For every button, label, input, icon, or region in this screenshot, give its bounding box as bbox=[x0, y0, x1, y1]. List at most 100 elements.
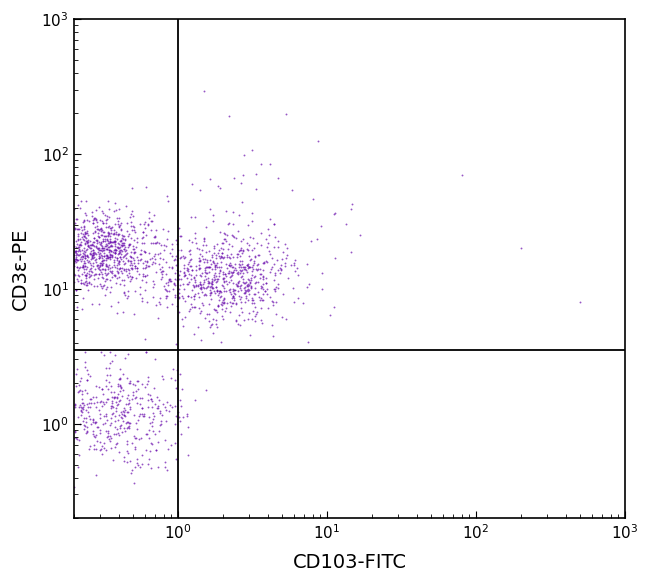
Point bbox=[105, 245, 115, 255]
Point bbox=[219, 298, 229, 307]
Point bbox=[66, 265, 77, 274]
Point bbox=[205, 204, 216, 213]
Point bbox=[136, 403, 147, 413]
Point bbox=[155, 420, 165, 429]
Point bbox=[88, 234, 99, 243]
Point bbox=[102, 254, 112, 263]
Point bbox=[122, 448, 133, 457]
Point bbox=[83, 369, 93, 378]
Point bbox=[41, 225, 51, 234]
Point bbox=[150, 250, 160, 259]
Point bbox=[216, 338, 226, 347]
Point bbox=[73, 234, 83, 243]
Point bbox=[126, 252, 136, 262]
Point bbox=[227, 267, 238, 276]
Point bbox=[213, 289, 224, 298]
Point bbox=[99, 290, 110, 300]
Point bbox=[262, 289, 272, 298]
Point bbox=[161, 405, 171, 415]
Point bbox=[244, 277, 255, 286]
Point bbox=[135, 255, 145, 265]
Point bbox=[112, 416, 123, 425]
Point bbox=[111, 273, 122, 283]
Point bbox=[113, 259, 124, 269]
Point bbox=[236, 262, 246, 272]
Point bbox=[99, 231, 109, 241]
Point bbox=[191, 282, 202, 291]
Point bbox=[80, 278, 90, 287]
Point bbox=[273, 173, 283, 182]
Point bbox=[144, 248, 155, 258]
Point bbox=[111, 406, 121, 416]
Point bbox=[76, 229, 86, 238]
Point bbox=[48, 273, 58, 282]
Point bbox=[135, 290, 146, 299]
Point bbox=[240, 286, 251, 295]
Point bbox=[216, 243, 226, 252]
Point bbox=[227, 278, 238, 287]
Point bbox=[252, 278, 263, 287]
Point bbox=[113, 243, 124, 252]
Point bbox=[244, 285, 254, 294]
Point bbox=[28, 214, 38, 223]
Point bbox=[92, 261, 102, 270]
Point bbox=[243, 262, 254, 272]
Point bbox=[248, 234, 258, 243]
Point bbox=[267, 262, 278, 272]
Point bbox=[189, 395, 200, 405]
Point bbox=[100, 245, 110, 254]
Point bbox=[157, 267, 167, 276]
Point bbox=[101, 284, 111, 293]
Point bbox=[62, 242, 72, 251]
Point bbox=[122, 264, 133, 273]
Point bbox=[203, 309, 214, 318]
Point bbox=[208, 257, 218, 266]
Point bbox=[203, 273, 213, 283]
Point bbox=[85, 240, 96, 250]
Point bbox=[168, 285, 178, 294]
Point bbox=[109, 236, 119, 245]
Point bbox=[142, 430, 153, 439]
Point bbox=[142, 257, 152, 266]
Point bbox=[127, 273, 137, 282]
Point bbox=[227, 262, 237, 271]
Point bbox=[155, 300, 165, 309]
Point bbox=[49, 263, 59, 272]
Point bbox=[67, 412, 77, 421]
Point bbox=[231, 315, 241, 325]
Point bbox=[237, 259, 247, 269]
Point bbox=[130, 444, 140, 454]
Point bbox=[228, 293, 239, 302]
Point bbox=[109, 237, 119, 247]
Point bbox=[155, 248, 166, 257]
Point bbox=[135, 462, 146, 472]
Point bbox=[83, 230, 93, 240]
Point bbox=[122, 250, 132, 259]
Point bbox=[226, 276, 236, 285]
Point bbox=[98, 243, 108, 252]
Point bbox=[130, 264, 140, 273]
Point bbox=[76, 410, 86, 420]
Point bbox=[151, 445, 161, 454]
Point bbox=[80, 208, 90, 217]
Point bbox=[101, 375, 112, 384]
Point bbox=[104, 238, 114, 247]
Point bbox=[13, 365, 23, 374]
Point bbox=[240, 285, 250, 294]
Point bbox=[60, 261, 70, 271]
Point bbox=[86, 266, 96, 276]
Point bbox=[98, 245, 109, 255]
Point bbox=[88, 218, 98, 227]
Point bbox=[77, 251, 87, 260]
Point bbox=[39, 222, 49, 231]
Point bbox=[89, 213, 99, 223]
Point bbox=[94, 243, 104, 252]
Point bbox=[115, 263, 125, 272]
Point bbox=[194, 293, 204, 302]
Point bbox=[117, 247, 127, 256]
Point bbox=[48, 413, 58, 423]
Point bbox=[121, 245, 131, 255]
Point bbox=[135, 245, 146, 254]
Point bbox=[261, 273, 271, 283]
Point bbox=[87, 219, 98, 228]
